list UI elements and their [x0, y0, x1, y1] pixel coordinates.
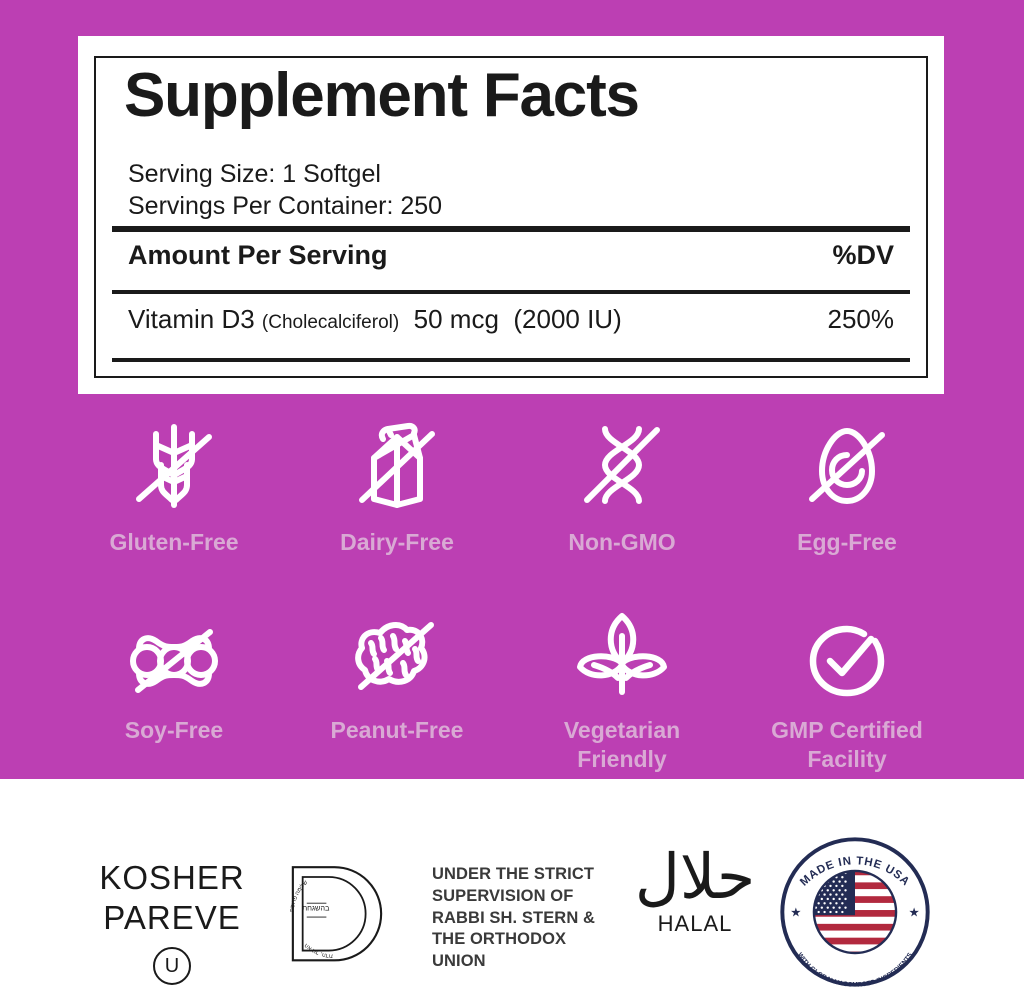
svg-text:WITH GLOBALLY SOURCED INGREDIE: WITH GLOBALLY SOURCED INGREDIENTS [796, 951, 915, 989]
svg-text:★: ★ [790, 906, 801, 920]
svg-text:בהשגחת: בהשגחת [302, 904, 330, 913]
svg-text:★: ★ [908, 906, 919, 920]
